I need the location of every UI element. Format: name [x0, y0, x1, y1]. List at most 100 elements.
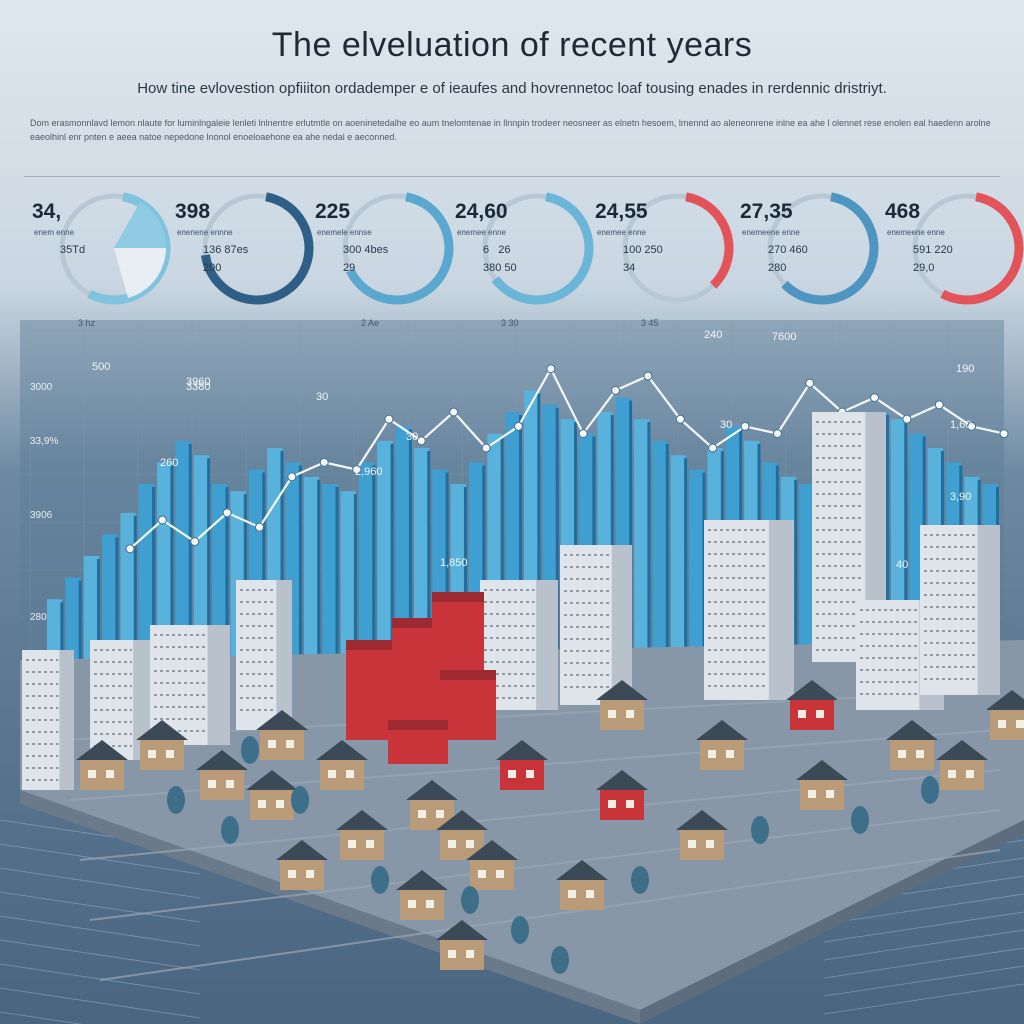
street — [99, 849, 1001, 981]
gauge-detail: 29 — [343, 262, 356, 274]
blueprint-line — [823, 893, 1024, 925]
house-roof — [196, 750, 248, 770]
blueprint-line — [0, 939, 201, 971]
gauge-label: enenene ennne — [177, 228, 233, 237]
data-label: 3960 — [186, 376, 210, 388]
bar — [652, 440, 668, 700]
header: The elveluation of recent years How tine… — [0, 0, 1024, 180]
house-window — [408, 900, 416, 908]
line-point — [319, 457, 329, 467]
house-roof — [256, 710, 308, 730]
line-point — [481, 443, 491, 453]
red-building — [440, 680, 496, 740]
gauge-detail: 270 460 — [768, 244, 808, 256]
line-point — [287, 472, 297, 482]
house — [600, 700, 644, 730]
house-window — [268, 740, 276, 748]
page-title: The elveluation of recent years — [271, 26, 753, 64]
bar-side — [335, 487, 339, 700]
house-roof — [596, 680, 648, 700]
house-window — [448, 950, 456, 958]
gauge-1: 34, enem enne 35Td 3 hz — [32, 186, 172, 328]
tree — [461, 886, 479, 914]
blueprint-line — [0, 1011, 83, 1024]
line-point — [675, 414, 685, 424]
house-roof — [406, 780, 458, 800]
house — [140, 740, 184, 770]
tree — [221, 816, 239, 844]
house-window — [286, 740, 294, 748]
house-roof — [276, 840, 328, 860]
gauge-detail: 29,0 — [913, 262, 935, 274]
bar-side — [280, 451, 284, 700]
line-point — [869, 393, 880, 403]
house-window — [688, 840, 696, 848]
data-label: 240 — [704, 329, 722, 341]
house-roof — [436, 810, 488, 830]
house-window — [88, 770, 96, 778]
bar-side — [152, 487, 156, 700]
street — [79, 769, 1001, 861]
blueprint-line — [0, 867, 201, 899]
tree — [511, 916, 529, 944]
bar-side — [207, 458, 211, 700]
house-window — [166, 750, 174, 758]
gauge-detail: 200 — [203, 262, 222, 274]
y-tick-label: 3906 — [30, 510, 53, 521]
bar-side — [665, 443, 669, 700]
bar — [377, 440, 393, 700]
bar-side — [353, 494, 357, 700]
house — [790, 700, 834, 730]
house-roof — [136, 720, 188, 740]
house — [800, 780, 844, 810]
bar-side — [298, 465, 302, 700]
data-label: 260 — [160, 457, 178, 469]
bar-side — [684, 458, 688, 700]
house-window — [898, 750, 906, 758]
house-window — [148, 750, 156, 758]
line-point — [578, 429, 588, 439]
blueprint-line — [0, 987, 201, 1019]
house-roof — [696, 720, 748, 740]
red-building-roof — [388, 720, 448, 730]
bar-side — [519, 415, 522, 700]
house-window — [496, 870, 504, 878]
data-label: 3,90 — [950, 491, 971, 503]
house — [680, 830, 724, 860]
house-window — [328, 770, 336, 778]
gauge-value: 225 — [315, 200, 351, 223]
gauge-arc — [910, 191, 1024, 305]
red-building-roof — [392, 618, 448, 628]
gauge-4: 24,60 enemee enne 6 26 380 50 3 30 — [455, 186, 595, 328]
bar-side — [372, 465, 376, 700]
line-point — [384, 414, 394, 424]
house-window — [998, 720, 1006, 728]
house-roof — [336, 810, 388, 830]
house-roof — [396, 870, 448, 890]
house-window — [798, 710, 806, 718]
gauge-detail: 6 26 — [483, 244, 511, 256]
bar — [303, 476, 320, 700]
tower-side — [276, 580, 292, 730]
gauge-value: 468 — [885, 200, 921, 223]
house-window — [948, 770, 956, 778]
bar-side — [702, 472, 706, 700]
line-point — [222, 508, 232, 518]
house-window — [526, 770, 534, 778]
house-window — [626, 710, 634, 718]
house-window — [426, 900, 434, 908]
ground-edge — [20, 790, 640, 1024]
house — [560, 880, 604, 910]
gauge-6: 27,35 enemeene enne 270 460 280 — [740, 186, 880, 326]
gauge-detail: 380 50 — [483, 262, 517, 274]
bar-side — [133, 515, 137, 700]
bar-side — [885, 415, 889, 700]
house — [200, 770, 244, 800]
house — [260, 730, 304, 760]
house-roof — [796, 760, 848, 780]
line-point — [351, 465, 362, 475]
bar — [322, 484, 338, 700]
bar-side — [537, 393, 541, 700]
house-window — [966, 770, 974, 778]
